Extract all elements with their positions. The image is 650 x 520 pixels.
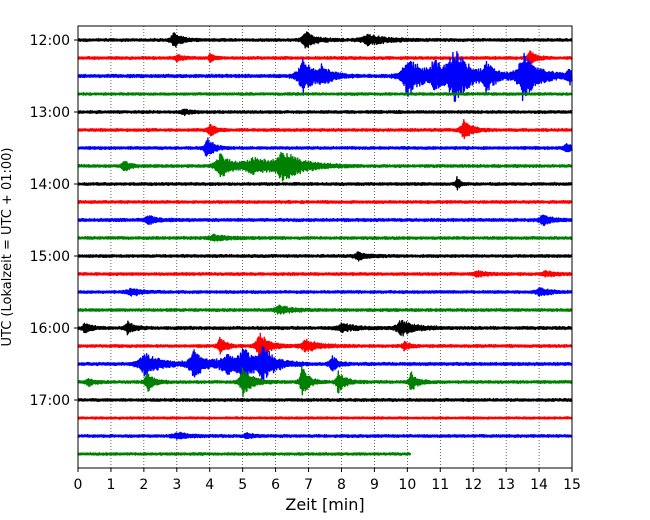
x-tick-label: 13: [497, 477, 515, 493]
trace-1345: [77, 151, 573, 182]
trace-1330: [77, 137, 573, 157]
trace-1630: [77, 346, 573, 382]
x-tick-label: 10: [398, 477, 416, 493]
trace-1245: [77, 92, 573, 96]
x-tick-label: 4: [205, 477, 214, 493]
trace-1745: [77, 452, 412, 456]
y-tick-label: 17:00: [30, 393, 70, 409]
x-tick-label: 3: [172, 477, 181, 493]
trace-1300: [77, 108, 573, 117]
x-tick-label: 6: [271, 477, 280, 493]
x-tick-label: 14: [530, 477, 548, 493]
x-tick-label: 5: [238, 477, 247, 493]
trace-1500: [77, 251, 573, 262]
x-axis-title: Zeit [min]: [285, 495, 364, 514]
trace-1515: [77, 269, 573, 278]
trace-1400: [77, 176, 573, 191]
trace-1545: [77, 304, 573, 315]
trace-1215: [77, 50, 573, 67]
plot-frame: [77, 25, 573, 469]
trace-1415: [77, 199, 573, 205]
trace-1700: [77, 397, 573, 403]
y-tick-label: 15:00: [30, 249, 70, 265]
trace-1445: [77, 233, 573, 242]
x-tick-label: 12: [464, 477, 482, 493]
trace-1730: [77, 431, 573, 440]
x-tick-label: 0: [74, 477, 83, 493]
x-tick-label: 9: [370, 477, 379, 493]
y-tick-label: 12:00: [30, 33, 70, 49]
y-tick-label: 13:00: [30, 105, 70, 121]
y-axis: 12:00 13:00 14:00 15:00 16:00 17:00: [30, 33, 78, 409]
trace-1530: [77, 287, 573, 297]
x-tick-label: 7: [304, 477, 313, 493]
y-axis-title: UTC (Lokalzeit = UTC + 01:00): [0, 148, 15, 347]
x-tick-label: 2: [139, 477, 148, 493]
trace-1230: [77, 51, 573, 102]
trace-1615: [77, 332, 573, 357]
trace-1430: [77, 214, 573, 227]
trace-1715: [77, 416, 573, 420]
x-axis: 0 1 2 3 4 5 6 7 8 9 10 11 12 13 14 15: [74, 468, 581, 493]
x-tick-label: 1: [106, 477, 115, 493]
x-tick-label: 11: [431, 477, 449, 493]
trace-1645: [77, 365, 573, 398]
trace-1600: [77, 319, 573, 337]
trace-1200: [77, 31, 573, 49]
seismic-traces: [77, 31, 573, 456]
x-tick-label: 15: [563, 477, 581, 493]
y-tick-label: 16:00: [30, 321, 70, 337]
trace-1315: [77, 119, 573, 140]
y-tick-label: 14:00: [30, 177, 70, 193]
x-tick-label: 8: [337, 477, 346, 493]
